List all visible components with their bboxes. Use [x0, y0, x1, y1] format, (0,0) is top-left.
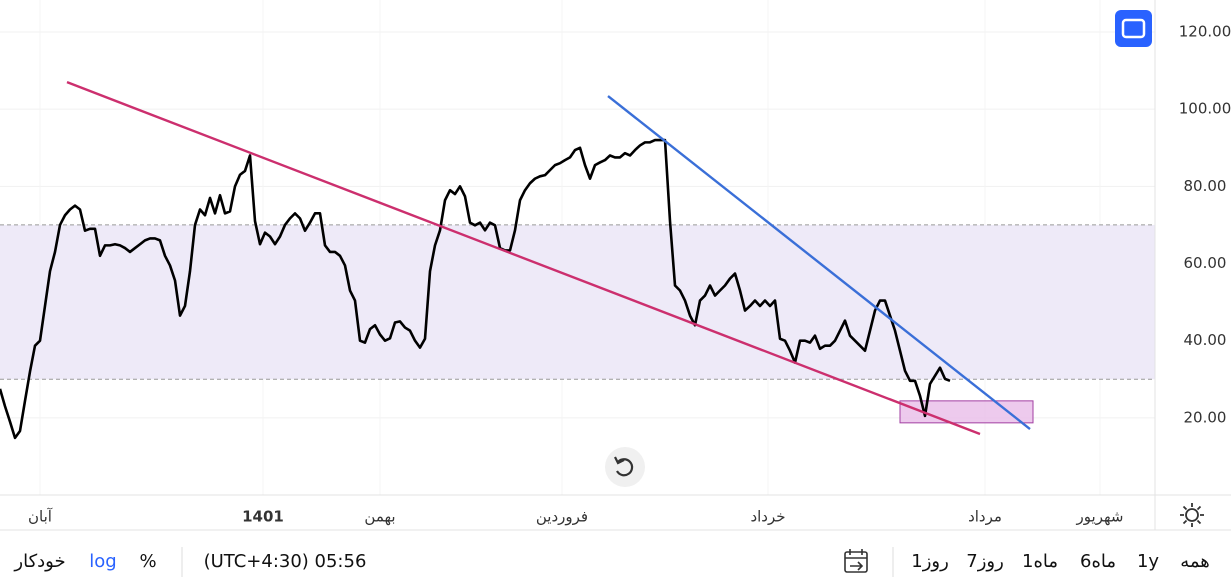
reset-bg[interactable]: [605, 447, 645, 487]
range-band: [0, 224, 1155, 380]
range-button[interactable]: 7روز: [966, 551, 1004, 572]
settings-button[interactable]: [1180, 503, 1204, 527]
y-tick-label: 60.00: [1184, 254, 1227, 272]
log-toggle[interactable]: log: [89, 551, 116, 572]
calendar-icon: [845, 549, 867, 571]
fullscreen-button[interactable]: [1115, 10, 1152, 47]
x-tick-label: شهریور: [1076, 508, 1124, 526]
reset-icon: [614, 456, 625, 465]
fullscreen-icon: [1121, 18, 1146, 39]
date-range-button[interactable]: [844, 549, 868, 573]
range-button[interactable]: 1y: [1137, 551, 1159, 572]
auto-toggle[interactable]: خودکار: [13, 551, 65, 572]
settings-icon: [1180, 503, 1204, 527]
x-tick-label: مرداد: [968, 508, 1002, 526]
x-tick-label: فروردین: [536, 508, 588, 526]
timezone-button[interactable]: (UTC+4:30) 05:56: [204, 551, 367, 572]
calendar-icon[interactable]: [844, 551, 868, 573]
range-button[interactable]: 1روز: [911, 551, 949, 572]
y-tick-label: 20.00: [1184, 408, 1227, 426]
trend-line: [66, 81, 981, 436]
x-tick-label: آبان: [28, 508, 53, 526]
x-tick-label: خرداد: [750, 508, 785, 526]
range-button[interactable]: 1ماه: [1022, 551, 1058, 572]
price-line: [0, 138, 951, 440]
trend-line: [607, 95, 1031, 430]
range-button[interactable]: همه: [1180, 551, 1210, 572]
plot-area: [0, 0, 1155, 495]
percent-toggle[interactable]: %: [139, 551, 156, 572]
y-tick-label: 40.00: [1184, 331, 1227, 349]
x-tick-label: 1401: [242, 508, 284, 526]
settings-icon[interactable]: [1185, 508, 1199, 522]
y-tick-label: 80.00: [1184, 177, 1227, 195]
reset-icon: [616, 458, 634, 477]
y-tick-label: 100.00: [1179, 100, 1231, 118]
reset-button[interactable]: [605, 447, 645, 487]
range-button[interactable]: 6ماه: [1080, 551, 1116, 572]
y-tick-label: 120.00: [1179, 23, 1231, 41]
x-tick-label: بهمن: [364, 508, 395, 526]
toolbar: همه 1y 6ماه 1ماه 7روز 1روز (UTC+4:30) 05…: [13, 547, 1210, 577]
